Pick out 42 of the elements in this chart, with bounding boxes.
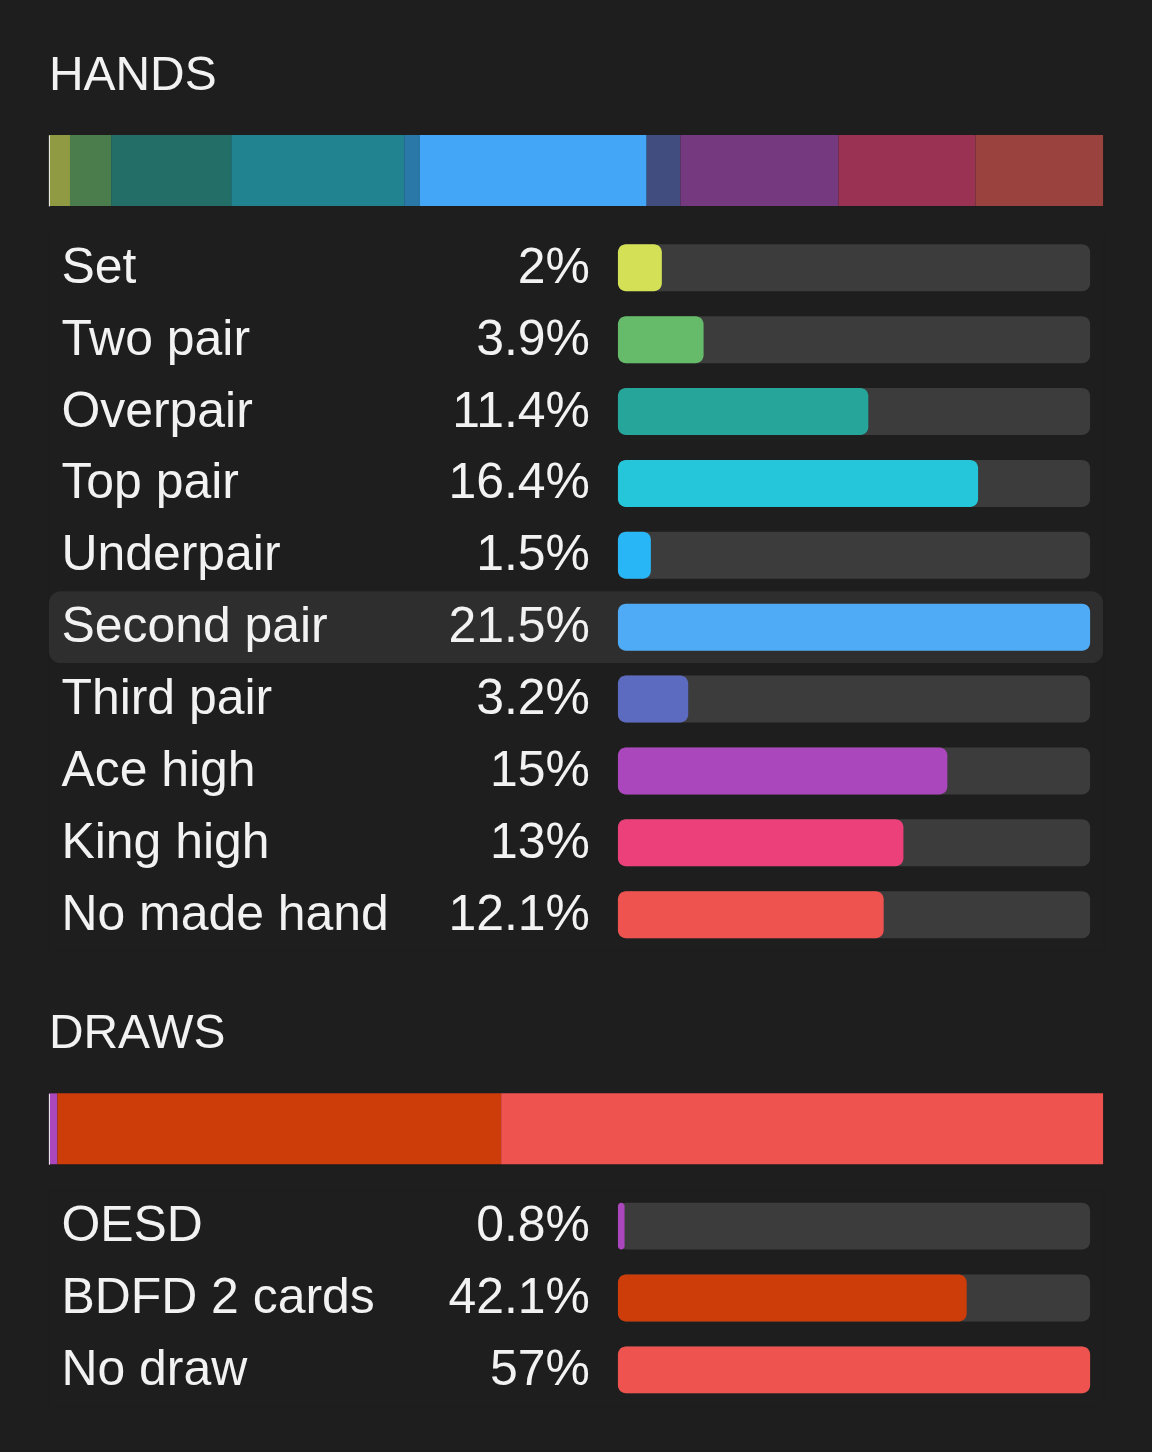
data-label: 3.2%: [476, 669, 590, 726]
y-tick-label: BDFD 2 cards: [61, 1267, 375, 1324]
bar: [231, 135, 405, 206]
bar: [111, 135, 232, 206]
data-label: 57%: [490, 1339, 590, 1396]
data-label: 12.1%: [448, 884, 590, 941]
data-label: 0.8%: [476, 1196, 590, 1253]
bar: [70, 135, 112, 206]
y-tick-label: No draw: [61, 1339, 249, 1396]
data-label: 2%: [517, 237, 590, 294]
y-tick-label: OESD: [61, 1196, 203, 1253]
bar: [48, 135, 70, 206]
data-label: 11.4%: [452, 381, 590, 438]
y-tick-label: Overpair: [61, 381, 253, 438]
bar: [617, 244, 662, 292]
bar: [680, 135, 839, 206]
bar: [617, 316, 704, 364]
chart-title: DRAWS: [48, 1005, 226, 1059]
y-tick-label: Third pair: [61, 669, 273, 726]
y-tick-label: Two pair: [61, 309, 251, 366]
bar: [419, 135, 647, 206]
bar: [617, 675, 689, 723]
data-label: 16.4%: [448, 453, 590, 510]
data-label: 1.5%: [476, 525, 590, 582]
bar: [975, 135, 1104, 206]
y-tick-label: Second pair: [61, 597, 328, 654]
y-tick-label: King high: [61, 812, 270, 869]
bar: [617, 531, 651, 579]
bar: [838, 135, 976, 206]
bar: [404, 135, 420, 206]
y-tick-label: No made hand: [61, 884, 389, 941]
data-label: 3.9%: [476, 309, 590, 366]
data-label: 21.5%: [448, 597, 590, 654]
data-label: 13%: [490, 812, 590, 869]
bar: [646, 135, 681, 206]
data-label: 42.1%: [448, 1267, 590, 1324]
y-tick-label: Ace high: [61, 740, 256, 797]
data-label: 15%: [490, 740, 590, 797]
y-tick-label: Underpair: [61, 525, 281, 582]
y-tick-label: Top pair: [61, 453, 239, 510]
chart-title: HANDS: [48, 47, 217, 101]
y-tick-label: Set: [61, 237, 137, 294]
